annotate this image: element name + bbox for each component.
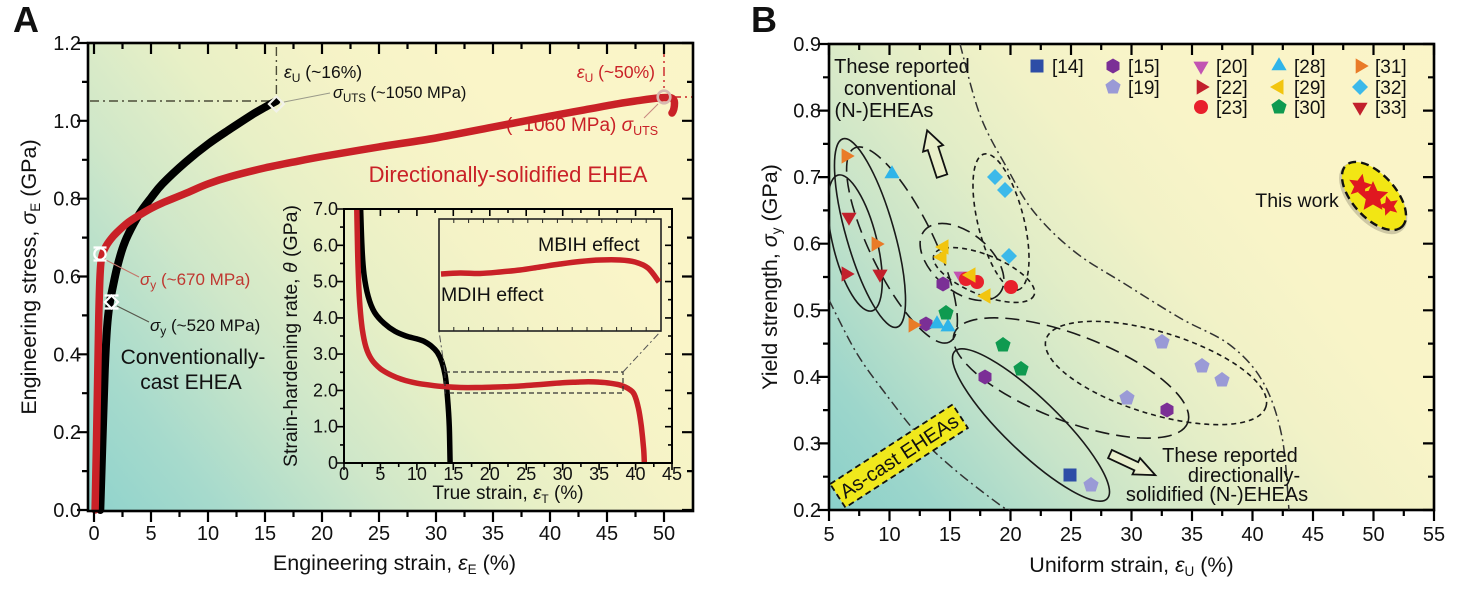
- svg-text:0.2: 0.2: [793, 500, 821, 522]
- svg-text:30: 30: [1120, 524, 1142, 546]
- svg-text:σy (~520 MPa): σy (~520 MPa): [150, 316, 260, 338]
- svg-text:MDIH effect: MDIH effect: [441, 284, 544, 306]
- svg-text:1.0: 1.0: [53, 111, 81, 133]
- svg-text:5.0: 5.0: [313, 272, 338, 292]
- svg-text:[15]: [15]: [1128, 57, 1160, 78]
- svg-text:1.2: 1.2: [53, 33, 81, 55]
- svg-text:[19]: [19]: [1128, 78, 1160, 99]
- svg-text:cast EHEA: cast EHEA: [140, 371, 242, 394]
- svg-text:Engineering strain, εE (%): Engineering strain, εE (%): [273, 551, 516, 577]
- svg-text:(~1060 MPa) σUTS: (~1060 MPa) σUTS: [506, 115, 658, 138]
- svg-text:7.0: 7.0: [313, 199, 338, 219]
- svg-text:directionally-: directionally-: [1188, 465, 1300, 487]
- svg-text:40: 40: [1241, 524, 1263, 546]
- svg-text:30: 30: [553, 464, 573, 484]
- svg-text:25: 25: [368, 523, 390, 545]
- svg-text:5: 5: [145, 523, 156, 545]
- svg-text:15: 15: [443, 464, 463, 484]
- svg-text:[33]: [33]: [1375, 98, 1407, 119]
- svg-text:[28]: [28]: [1294, 57, 1326, 78]
- svg-text:These reported: These reported: [834, 56, 970, 78]
- svg-text:[30]: [30]: [1294, 98, 1326, 119]
- svg-text:35: 35: [1181, 524, 1203, 546]
- svg-text:25: 25: [516, 464, 536, 484]
- svg-text:True strain, εT (%): True strain, εT (%): [432, 483, 583, 506]
- svg-text:45: 45: [662, 464, 682, 484]
- svg-text:20: 20: [311, 523, 333, 545]
- svg-text:40: 40: [539, 523, 561, 545]
- svg-text:εU (~50%): εU (~50%): [577, 62, 655, 85]
- svg-text:15: 15: [939, 524, 961, 546]
- svg-text:[22]: [22]: [1216, 78, 1248, 99]
- svg-text:0.4: 0.4: [53, 344, 81, 366]
- svg-text:0.4: 0.4: [793, 367, 821, 389]
- svg-text:0.6: 0.6: [793, 234, 821, 256]
- svg-text:B: B: [751, 0, 777, 40]
- svg-text:55: 55: [1423, 524, 1445, 546]
- svg-text:0.0: 0.0: [53, 500, 81, 522]
- svg-text:1.0: 1.0: [313, 417, 338, 437]
- svg-text:[20]: [20]: [1216, 57, 1248, 78]
- svg-text:[31]: [31]: [1375, 57, 1407, 78]
- svg-text:0.9: 0.9: [793, 34, 821, 56]
- svg-text:0.6: 0.6: [53, 267, 81, 289]
- svg-text:5: 5: [375, 464, 385, 484]
- svg-text:solidified (N-)EHEAs: solidified (N-)EHEAs: [1126, 484, 1308, 506]
- svg-text:0.5: 0.5: [793, 300, 821, 322]
- svg-text:Uniform strain, εU (%): Uniform strain, εU (%): [1029, 553, 1233, 579]
- svg-text:[29]: [29]: [1294, 78, 1326, 99]
- svg-text:Conventionally-: Conventionally-: [121, 346, 266, 369]
- svg-text:0.8: 0.8: [793, 101, 821, 123]
- svg-text:This work: This work: [1255, 190, 1339, 212]
- svg-text:15: 15: [254, 523, 276, 545]
- svg-text:Strain-hardening rate, θ (GPa): Strain-hardening rate, θ (GPa): [280, 205, 302, 467]
- svg-text:Engineering stress, σE (GPa): Engineering stress, σE (GPa): [17, 139, 43, 414]
- svg-text:(N-)EHEAs: (N-)EHEAs: [835, 100, 934, 122]
- svg-text:20: 20: [999, 524, 1021, 546]
- svg-text:0.3: 0.3: [793, 433, 821, 455]
- svg-text:MBIH effect: MBIH effect: [538, 234, 640, 256]
- svg-text:3.0: 3.0: [313, 344, 338, 364]
- svg-text:20: 20: [480, 464, 500, 484]
- svg-text:0.2: 0.2: [53, 422, 81, 444]
- svg-text:0.8: 0.8: [53, 189, 81, 211]
- svg-text:0: 0: [88, 523, 99, 545]
- svg-text:35: 35: [482, 523, 504, 545]
- svg-text:6.0: 6.0: [313, 235, 338, 255]
- svg-text:σUTS (~1050 MPa): σUTS (~1050 MPa): [333, 84, 466, 105]
- svg-text:4.0: 4.0: [313, 308, 338, 328]
- svg-text:εU (~16%): εU (~16%): [284, 62, 362, 85]
- svg-text:5: 5: [823, 524, 834, 546]
- svg-text:[32]: [32]: [1375, 78, 1407, 99]
- svg-text:10: 10: [407, 464, 427, 484]
- svg-text:35: 35: [589, 464, 609, 484]
- svg-text:[14]: [14]: [1052, 57, 1084, 78]
- svg-text:30: 30: [425, 523, 447, 545]
- svg-text:A: A: [13, 0, 39, 40]
- svg-text:[23]: [23]: [1216, 98, 1248, 119]
- svg-text:40: 40: [626, 464, 646, 484]
- svg-text:0.7: 0.7: [793, 167, 821, 189]
- svg-text:These reported: These reported: [1162, 445, 1298, 467]
- svg-text:45: 45: [596, 523, 618, 545]
- svg-text:Yield strength, σy (GPa): Yield strength, σy (GPa): [758, 164, 784, 390]
- svg-text:Directionally-solidified EHEA: Directionally-solidified EHEA: [369, 162, 648, 187]
- svg-text:0: 0: [339, 464, 349, 484]
- svg-text:10: 10: [197, 523, 219, 545]
- svg-text:σy (~670 MPa): σy (~670 MPa): [140, 270, 250, 292]
- svg-text:conventional: conventional: [844, 78, 956, 100]
- svg-text:45: 45: [1302, 524, 1324, 546]
- svg-text:0: 0: [328, 453, 338, 473]
- svg-text:50: 50: [653, 523, 675, 545]
- svg-text:50: 50: [1362, 524, 1384, 546]
- svg-text:2.0: 2.0: [313, 380, 338, 400]
- svg-text:10: 10: [878, 524, 900, 546]
- svg-text:25: 25: [1060, 524, 1082, 546]
